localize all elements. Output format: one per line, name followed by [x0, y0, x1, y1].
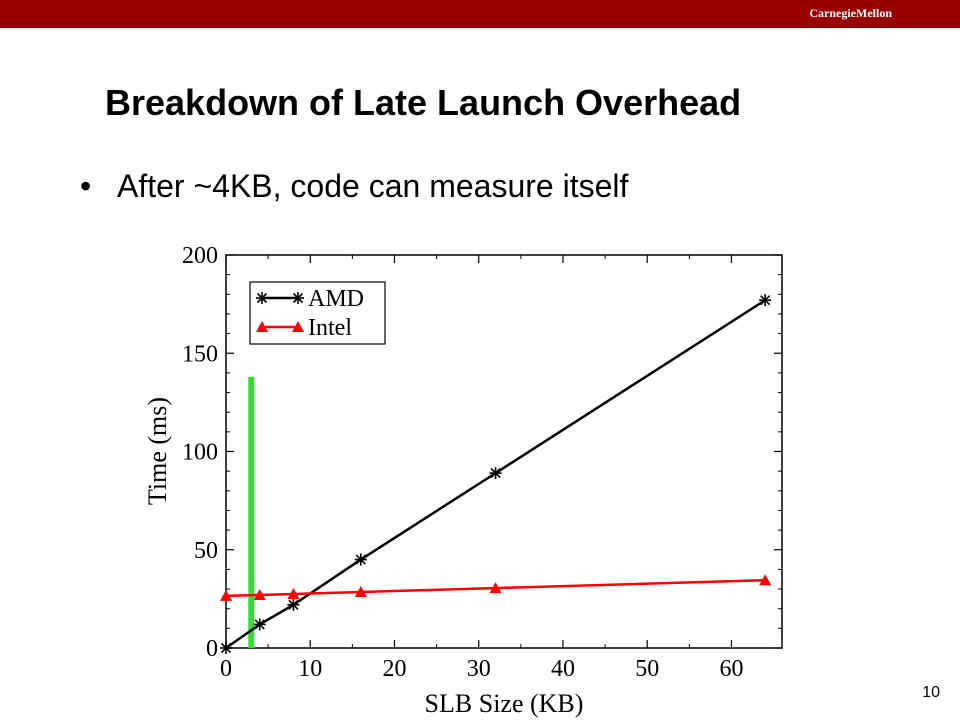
- marker-stroke: [760, 295, 771, 306]
- x-axis-label: SLB Size (KB): [425, 689, 584, 718]
- x-tick-label: 0: [220, 656, 232, 682]
- intel-data-point: [220, 589, 232, 601]
- amd-data-point: [253, 618, 266, 631]
- marker-stroke: [254, 619, 265, 630]
- intel-data-point: [759, 574, 772, 586]
- marker-stroke: [220, 642, 232, 654]
- legend: AMD Intel: [249, 281, 386, 345]
- x-tick-label: 20: [382, 656, 406, 682]
- marker-stroke: [292, 292, 304, 304]
- y-tick-label: 0: [206, 636, 218, 662]
- y-tick-label: 150: [182, 341, 218, 367]
- series-layer: [220, 294, 772, 654]
- y-axis-label: Time (ms): [143, 397, 172, 505]
- amd-series-line: [225, 299, 766, 650]
- amd-data-point: [220, 642, 232, 654]
- marker-stroke: [355, 554, 366, 565]
- intel-data-point: [489, 582, 502, 594]
- intel-data-point: [287, 587, 300, 599]
- x-tick-label: 50: [635, 656, 659, 682]
- legend-marker-amd: [256, 292, 268, 304]
- legend-marker-intel: [292, 321, 304, 332]
- legend-label-intel: Intel: [308, 315, 352, 341]
- page-number: 10: [922, 684, 940, 701]
- bullet-item: • After ~4KB, code can measure itself: [80, 168, 628, 205]
- y-tick-label: 100: [182, 440, 218, 466]
- bullet-text: After ~4KB, code can measure itself: [117, 168, 629, 204]
- y-tick-label: 200: [182, 243, 218, 269]
- intel-data-point: [253, 588, 266, 600]
- intel-series-line: [225, 578, 766, 598]
- brand-logo: CarnegieMellon: [809, 6, 892, 20]
- x-tick-label: 10: [298, 656, 322, 682]
- amd-data-point: [489, 467, 502, 480]
- header-bar: CarnegieMellon: [0, 0, 960, 28]
- legend-label-amd: AMD: [308, 286, 364, 312]
- y-tick-label: 50: [194, 538, 218, 564]
- x-tick-label: 60: [719, 656, 743, 682]
- marker-stroke: [490, 468, 501, 479]
- amd-data-point: [354, 553, 367, 566]
- x-tick-label: 40: [551, 656, 575, 682]
- slide-title: Breakdown of Late Launch Overhead: [105, 82, 742, 123]
- amd-data-point: [287, 598, 300, 611]
- marker-stroke: [256, 292, 268, 304]
- intel-data-point: [354, 585, 367, 597]
- legend-marker-intel: [256, 321, 268, 332]
- bullet-dot: •: [80, 168, 92, 204]
- legend-box: [249, 281, 386, 345]
- marker-stroke: [288, 599, 299, 610]
- x-tick-label: 30: [467, 656, 491, 682]
- legend-marker-amd: [292, 292, 304, 304]
- amd-data-point: [759, 294, 772, 307]
- tick-layer: 0 10 20 30 40 50 60 0 50 100 150 200: [182, 243, 782, 682]
